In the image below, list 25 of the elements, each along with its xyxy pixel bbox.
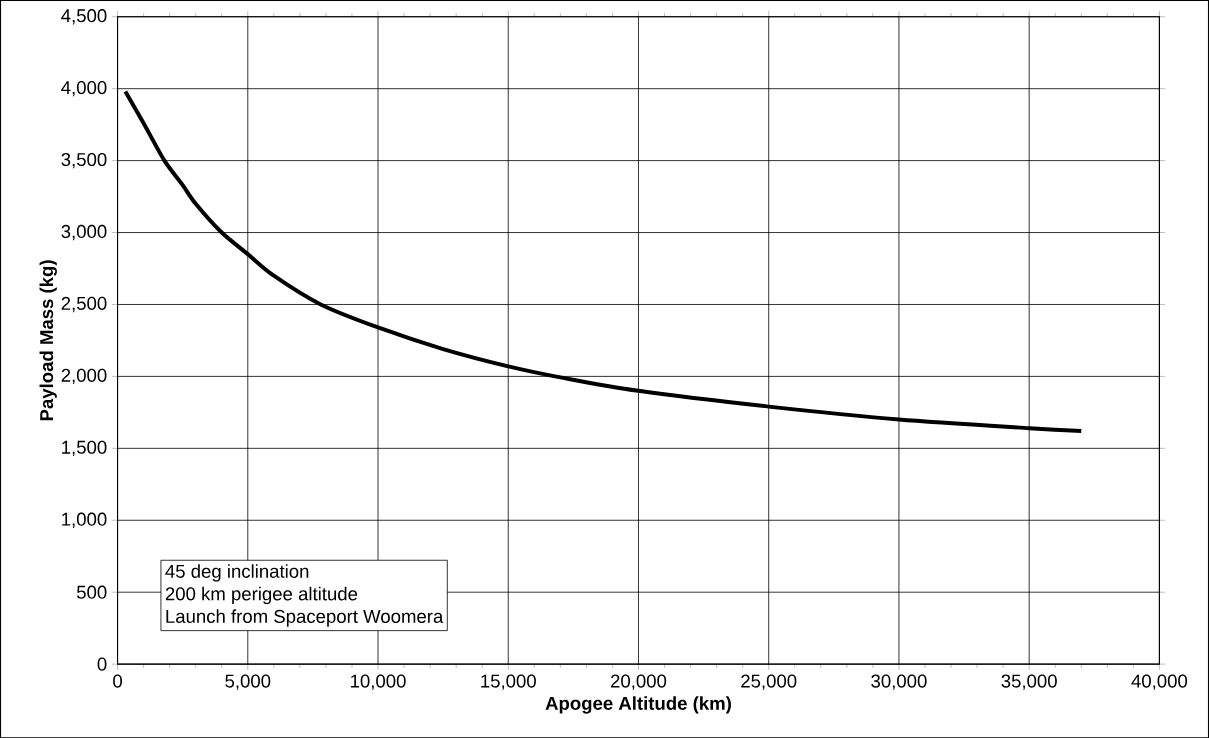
annotation: Launch from Spaceport Woomera — [166, 609, 444, 627]
x-tick-label: 15,000 — [481, 674, 536, 690]
y-tick-label: 4,000 — [61, 80, 107, 97]
y-tick-label: 3,000 — [61, 224, 107, 241]
x-tick-label: 35,000 — [1001, 674, 1057, 690]
y-tick-label: 0 — [97, 657, 107, 671]
y-tick-label: 3,500 — [61, 152, 107, 169]
line-series — [123, 89, 1084, 433]
x-tick-label: 25,000 — [741, 674, 797, 690]
y-tick-label: 2,000 — [61, 368, 107, 384]
y-tick-label: 4,500 — [61, 8, 107, 25]
x-tick-label: 10,000 — [351, 674, 406, 690]
y-tick-label: 2,500 — [61, 296, 107, 313]
y-tick-label: 500 — [76, 585, 107, 599]
annotation: 200 km perigee altitude — [165, 586, 358, 604]
x-tick-label: 20,000 — [611, 674, 667, 690]
y-axis-title: Payload Mass (kg) — [39, 260, 57, 421]
x-tick-label: 0 — [113, 674, 123, 688]
x-tick-label: 40,000 — [1131, 674, 1188, 690]
annotation: 45 deg inclination — [165, 564, 309, 582]
y-tick-label: 1,000 — [62, 512, 107, 528]
x-axis-title: Apogee Altitude (km) — [545, 696, 731, 714]
x-tick-label: 5,000 — [225, 674, 271, 690]
y-tick-label: 1,500 — [62, 440, 107, 456]
x-tick-label: 30,000 — [871, 674, 927, 690]
